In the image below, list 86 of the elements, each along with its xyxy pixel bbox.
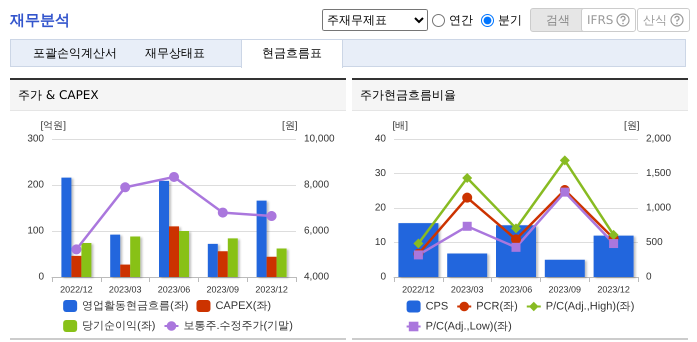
point (609, 239, 618, 248)
point (608, 230, 619, 240)
y-axis-title: [배] (392, 120, 408, 132)
point (511, 223, 521, 234)
bar (594, 236, 634, 277)
x-tick-label: 2022/12 (402, 284, 435, 294)
bar (179, 231, 189, 277)
y2-tick-label: 6,000 (304, 226, 330, 236)
x-tick-label: 2023/12 (597, 284, 630, 294)
legend-label: CPS (426, 300, 448, 312)
legend-label: P/C(Adj.,High)(좌) (546, 300, 634, 312)
bar (447, 254, 488, 277)
y-tick-label: 300 (27, 134, 44, 144)
point (560, 155, 570, 166)
bar (276, 248, 287, 277)
point (413, 238, 424, 249)
x-tick-label: 2023/03 (450, 284, 484, 294)
statement-select: 주재무제표 (322, 9, 428, 31)
point (218, 208, 228, 218)
point (462, 172, 472, 183)
y-axis-title: [억원] (40, 120, 66, 132)
bar (544, 260, 585, 277)
point (71, 244, 82, 254)
y-tick-label: 200 (27, 180, 44, 190)
y2-tick-label: 1,000 (646, 202, 672, 214)
legend-label: P/C(Adj.,Low)(좌) (426, 320, 512, 332)
y-tick-label: 40 (374, 134, 386, 144)
point (120, 182, 130, 192)
bar (228, 238, 238, 277)
text: 포괄손익계산서 (32, 45, 118, 62)
bar (61, 178, 72, 277)
y2-axis-title: [원] (282, 120, 298, 132)
legend-label: PCR(좌) (476, 300, 518, 312)
y-tick-label: 0 (38, 272, 44, 282)
y2-tick-label: 10,000 (304, 134, 336, 144)
bar (120, 264, 130, 277)
y-tick-label: 0 (380, 272, 386, 282)
y2-tick-label: 500 (646, 237, 664, 248)
legend-label: 영업활동현금흐름(좌) (82, 300, 188, 312)
text: IFRS (581, 8, 636, 32)
point (266, 211, 277, 222)
x-tick-label: 2022/12 (60, 284, 93, 294)
y2-tick-label: 2,000 (646, 134, 672, 144)
y2-tick-label: 4,000 (304, 272, 330, 282)
bar (159, 180, 169, 277)
bar (169, 226, 179, 277)
text: 재무상태표 (144, 45, 206, 62)
text: 산식 (637, 8, 690, 32)
text: 분기 (498, 12, 522, 26)
chart-title: 주가현금흐름비율 (352, 80, 688, 111)
bar (208, 244, 218, 277)
bar (71, 256, 82, 277)
y-tick-label: 100 (27, 226, 44, 236)
text: 검색 (530, 8, 586, 32)
x-tick-label: 2023/06 (500, 284, 532, 294)
x-tick-label: 2023/09 (548, 284, 582, 294)
point (511, 234, 521, 244)
y2-tick-label: 8,000 (304, 180, 330, 190)
x-tick-label: 2023/03 (108, 284, 142, 294)
x-tick-label: 2023/09 (206, 284, 240, 294)
point (462, 222, 472, 231)
chart-title: 주가 & CAPEX (10, 80, 346, 111)
legend-label: 보통주.수정주가(기말) (183, 320, 293, 332)
bar (218, 251, 228, 277)
bar (81, 242, 92, 277)
y-tick-label: 10 (374, 237, 386, 248)
bar (266, 256, 277, 277)
y2-axis-title: [원] (624, 120, 640, 132)
text: 현금흐름표 (241, 39, 343, 68)
text: 재무분석 (10, 11, 70, 30)
legend-label: CAPEX(좌) (215, 300, 272, 312)
x-tick-label: 2023/12 (255, 284, 288, 294)
y-tick-label: 30 (374, 168, 386, 179)
point (560, 188, 570, 197)
text: 연간 (449, 12, 473, 26)
bar (256, 200, 267, 277)
x-tick-label: 2023/06 (158, 284, 190, 294)
y2-tick-label: 0 (646, 272, 652, 282)
bar (110, 234, 120, 277)
legend-label: 당기순이익(좌) (82, 320, 156, 332)
y-tick-label: 20 (374, 202, 386, 214)
y2-tick-label: 1,500 (646, 168, 672, 179)
point (512, 242, 520, 252)
point (169, 172, 179, 182)
point (462, 192, 472, 203)
bar (130, 236, 140, 277)
